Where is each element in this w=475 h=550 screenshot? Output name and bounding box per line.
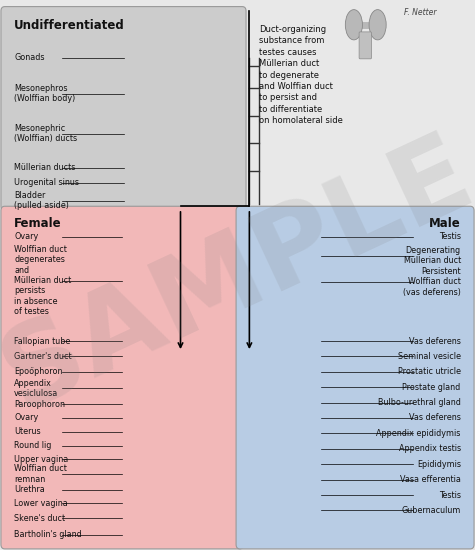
Text: Mesonephros
(Wolffian body): Mesonephros (Wolffian body) xyxy=(14,84,76,103)
Text: Appendix epididymis: Appendix epididymis xyxy=(376,429,461,438)
Text: Ovary: Ovary xyxy=(14,232,38,241)
Text: Gonads: Gonads xyxy=(14,53,45,62)
Text: Appendix
vesiclulosa: Appendix vesiclulosa xyxy=(14,378,58,398)
Text: Appendix testis: Appendix testis xyxy=(399,444,461,453)
Text: Degenerating
Müllerian duct: Degenerating Müllerian duct xyxy=(403,246,461,266)
Text: Bulbo-urethral gland: Bulbo-urethral gland xyxy=(378,398,461,407)
FancyBboxPatch shape xyxy=(1,7,246,211)
FancyBboxPatch shape xyxy=(359,32,371,59)
Text: Round lig: Round lig xyxy=(14,441,52,450)
Text: Vas deferens: Vas deferens xyxy=(409,414,461,422)
Text: Urethra: Urethra xyxy=(14,485,45,494)
Text: SAMPLE: SAMPLE xyxy=(0,120,475,430)
Text: Fallopian tube: Fallopian tube xyxy=(14,337,71,345)
Text: Prostatic utricle: Prostatic utricle xyxy=(398,367,461,376)
Text: Gubernaculum: Gubernaculum xyxy=(401,506,461,515)
Text: Prostate gland: Prostate gland xyxy=(402,383,461,392)
Text: Gartner's duct: Gartner's duct xyxy=(14,352,72,361)
Text: Persistent
Wolffian duct
(vas deferens): Persistent Wolffian duct (vas deferens) xyxy=(403,267,461,296)
Text: Seminal vesicle: Seminal vesicle xyxy=(398,352,461,361)
Ellipse shape xyxy=(345,9,362,40)
Text: Upper vagina: Upper vagina xyxy=(14,455,68,464)
Text: Testis: Testis xyxy=(439,232,461,241)
Text: Skene's duct: Skene's duct xyxy=(14,514,66,522)
Text: Undifferentiated: Undifferentiated xyxy=(14,19,125,32)
Text: Lower vagina: Lower vagina xyxy=(14,499,68,508)
Text: Vas deferens: Vas deferens xyxy=(409,337,461,345)
Text: F. Netter: F. Netter xyxy=(404,8,436,17)
Text: Paroophoron: Paroophoron xyxy=(14,400,65,409)
Text: Bladder
(pulled aside): Bladder (pulled aside) xyxy=(14,191,69,211)
Text: Ovary: Ovary xyxy=(14,414,38,422)
Ellipse shape xyxy=(369,9,386,40)
FancyBboxPatch shape xyxy=(236,206,474,549)
Text: Duct-organizing
substance from
testes causes
Müllerian duct
to degenerate
and Wo: Duct-organizing substance from testes ca… xyxy=(259,25,343,125)
Text: Epididymis: Epididymis xyxy=(417,460,461,469)
Text: Female: Female xyxy=(14,217,62,230)
Text: Wolffian duct
remnan: Wolffian duct remnan xyxy=(14,464,67,484)
Text: Epoöphoron: Epoöphoron xyxy=(14,367,63,376)
Text: Urogenital sinus: Urogenital sinus xyxy=(14,178,79,187)
Text: Uterus: Uterus xyxy=(14,427,41,436)
Text: Testis: Testis xyxy=(439,491,461,499)
Text: Wolffian duct
degenerates
and
Müllerian duct
persists
in absence
of testes: Wolffian duct degenerates and Müllerian … xyxy=(14,245,72,316)
FancyBboxPatch shape xyxy=(1,206,244,549)
Text: Mesonephric
(Wolffian) ducts: Mesonephric (Wolffian) ducts xyxy=(14,124,77,144)
Text: Bartholin's gland: Bartholin's gland xyxy=(14,530,82,539)
Text: Male: Male xyxy=(429,217,461,230)
Text: Müllerian ducts: Müllerian ducts xyxy=(14,163,76,172)
Text: Vasa efferentia: Vasa efferentia xyxy=(400,475,461,484)
